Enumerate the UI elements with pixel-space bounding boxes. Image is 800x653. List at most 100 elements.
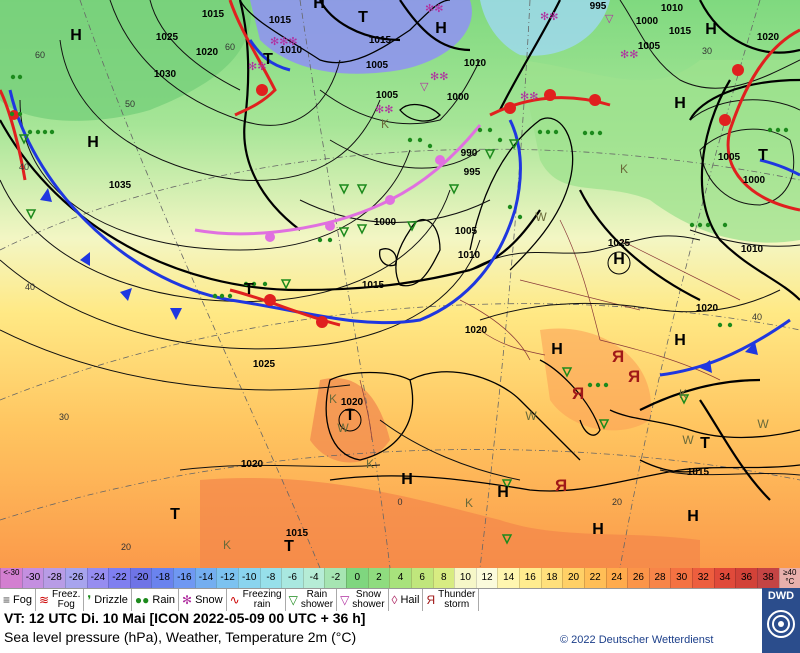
pressure-label: 1025 <box>253 359 276 370</box>
legend-label: Freez. Fog <box>52 589 81 610</box>
pressure-label: 1000 <box>743 175 766 186</box>
warm-region-iberia <box>310 378 390 463</box>
scale-step: 12 <box>475 568 498 588</box>
green-region-north <box>0 0 252 121</box>
rain-icon: ●● <box>134 593 150 607</box>
legend-label: Freezing rain <box>242 589 282 610</box>
pressure-label: 995 <box>464 167 481 178</box>
pressure-label: 1010 <box>280 45 303 56</box>
rain-symbols <box>9 74 789 388</box>
scale-step: 6 <box>410 568 433 588</box>
graticule-label: 60 <box>225 42 235 52</box>
weather-mark: K <box>329 392 337 406</box>
high-pressure-center: H <box>687 508 699 525</box>
scale-step: 34 <box>713 568 736 588</box>
svg-text:Я: Я <box>628 367 640 386</box>
front-greenland <box>228 0 291 117</box>
scale-step: 10 <box>454 568 476 588</box>
high-pressure-center: H <box>674 332 686 349</box>
pressure-label: 1005 <box>718 152 741 163</box>
scale-step: 30 <box>670 568 692 588</box>
legend-label: Snow <box>195 594 223 606</box>
dwd-logo: DWD <box>762 588 800 653</box>
weather-map: ✻✻✻✻✻ ✻✻✻✻ ✻✻ ▽ ✻✻✻✻ ✻✻▽ ЯЯ ЯЯ 1015101510… <box>0 0 800 568</box>
pressure-label: 1015 <box>369 35 392 46</box>
pressure-label: 995 <box>590 1 607 12</box>
dwd-logo-swirl-icon <box>767 610 795 638</box>
scale-step: 38 <box>756 568 779 588</box>
scale-step: -20 <box>129 568 152 588</box>
svg-text:✻✻: ✻✻ <box>375 104 393 116</box>
graticule-label: 20 <box>612 497 622 507</box>
graticule-label: 40 <box>19 162 29 172</box>
high-pressure-center: H <box>435 20 447 37</box>
high-pressure-center: H <box>705 21 717 38</box>
high-pressure-center: H <box>551 341 563 358</box>
weather-mark: K <box>381 117 389 131</box>
high-pressure-center: H <box>87 134 99 151</box>
high-pressure-center: H <box>401 471 413 488</box>
snow-shower-icon: ▽ <box>340 593 350 607</box>
isobars-bold <box>0 0 800 501</box>
weather-mark: K <box>366 457 374 471</box>
scale-step: -8 <box>259 568 282 588</box>
high-pressure-center: H <box>70 27 82 44</box>
low-pressure-center: T <box>244 281 254 298</box>
valid-time-text: VT: 12 UTC Di. 10 Mai [ICON 2022-05-09 0… <box>4 610 366 626</box>
scale-step: -28 <box>43 568 65 588</box>
fog-icon: ≡ <box>3 593 11 607</box>
pressure-label: 1015 <box>202 9 225 20</box>
pressure-label: 1020 <box>465 325 488 336</box>
scale-step: -12 <box>216 568 238 588</box>
scale-step: 36 <box>735 568 757 588</box>
hail-icon: ◊ <box>391 593 398 607</box>
scale-step: 4 <box>389 568 411 588</box>
pressure-label: 1010 <box>661 3 684 14</box>
pressure-label: 1015 <box>669 26 692 37</box>
legend-item: ●● Rain <box>132 589 180 611</box>
legend-item: ≋ Freez. Fog <box>36 589 85 611</box>
thunder-symbols: ЯЯ ЯЯ <box>555 347 640 495</box>
pressure-label: 1035 <box>109 180 132 191</box>
weather-mark: W <box>525 409 537 423</box>
weather-mark: W <box>535 210 547 224</box>
graticule-label: 30 <box>702 46 712 56</box>
isobars <box>0 0 800 481</box>
legend-item: ≡ Fog <box>0 589 36 611</box>
legend-label: Rain <box>152 594 176 606</box>
low-pressure-center: T <box>345 407 355 424</box>
temperature-color-scale: <-30 -30 -28 -26 -24 -22 -20 -18 -16 -14 -12 -10 -8-… <box>0 568 800 588</box>
warm-front-scandinavia <box>489 89 611 117</box>
scale-step: -26 <box>64 568 87 588</box>
pressure-label: 1020 <box>757 32 780 43</box>
graticule-label: 50 <box>125 99 135 109</box>
low-pressure-center: T <box>700 435 710 452</box>
pressure-label: 1000 <box>447 92 470 103</box>
graticule-label: 20 <box>121 542 131 552</box>
svg-text:✻✻: ✻✻ <box>620 49 638 61</box>
scale-step: -14 <box>194 568 217 588</box>
pressure-label: 1015 <box>362 280 385 291</box>
legend-item: ▽ Snow shower <box>337 589 389 611</box>
pressure-label: 1005 <box>366 60 389 71</box>
legend-label: Drizzle <box>94 594 128 606</box>
scale-step: -24 <box>86 568 109 588</box>
scale-step: 16 <box>519 568 541 588</box>
legend-label: Thunder storm <box>438 589 476 610</box>
scale-step: 18 <box>540 568 563 588</box>
legend-item: Я Thunder storm <box>423 589 480 611</box>
rain-shower-icon: ▽ <box>288 593 298 607</box>
scale-step: 24 <box>605 568 628 588</box>
center-circles <box>338 251 631 432</box>
svg-text:▽: ▽ <box>605 13 614 25</box>
pressure-label: 990 <box>461 148 478 159</box>
pressure-label: 1010 <box>464 58 487 69</box>
pressure-label: 1015 <box>286 528 309 539</box>
scale-step: <-30 <box>0 568 22 588</box>
weather-mark: W <box>337 421 349 435</box>
pressure-label: 1020 <box>341 397 364 408</box>
scale-step: -4 <box>302 568 325 588</box>
low-pressure-center: T <box>358 9 368 26</box>
svg-text:Я: Я <box>612 347 624 366</box>
low-pressure-center: T <box>263 51 273 68</box>
